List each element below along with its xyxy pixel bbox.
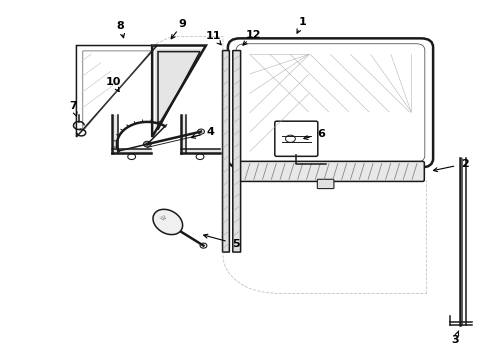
Circle shape [197, 129, 204, 134]
Text: 2: 2 [461, 159, 469, 169]
FancyBboxPatch shape [275, 121, 318, 156]
FancyBboxPatch shape [318, 179, 334, 189]
Circle shape [144, 141, 151, 147]
Text: 9: 9 [178, 19, 186, 29]
Ellipse shape [153, 209, 183, 235]
Text: 1: 1 [299, 17, 307, 27]
Circle shape [128, 154, 136, 159]
Text: 11: 11 [205, 31, 221, 41]
Text: 3: 3 [451, 334, 459, 345]
Circle shape [200, 243, 207, 248]
FancyBboxPatch shape [233, 50, 241, 252]
Text: 5: 5 [232, 239, 240, 249]
Text: 6: 6 [317, 129, 325, 139]
FancyBboxPatch shape [237, 161, 424, 181]
Text: 8: 8 [117, 21, 124, 31]
Text: 10: 10 [105, 77, 121, 87]
FancyBboxPatch shape [228, 39, 433, 167]
Text: 12: 12 [246, 30, 262, 40]
Circle shape [196, 154, 204, 159]
FancyBboxPatch shape [222, 50, 229, 252]
Text: 4: 4 [207, 127, 215, 136]
Text: 7: 7 [69, 102, 77, 112]
Polygon shape [155, 49, 203, 134]
